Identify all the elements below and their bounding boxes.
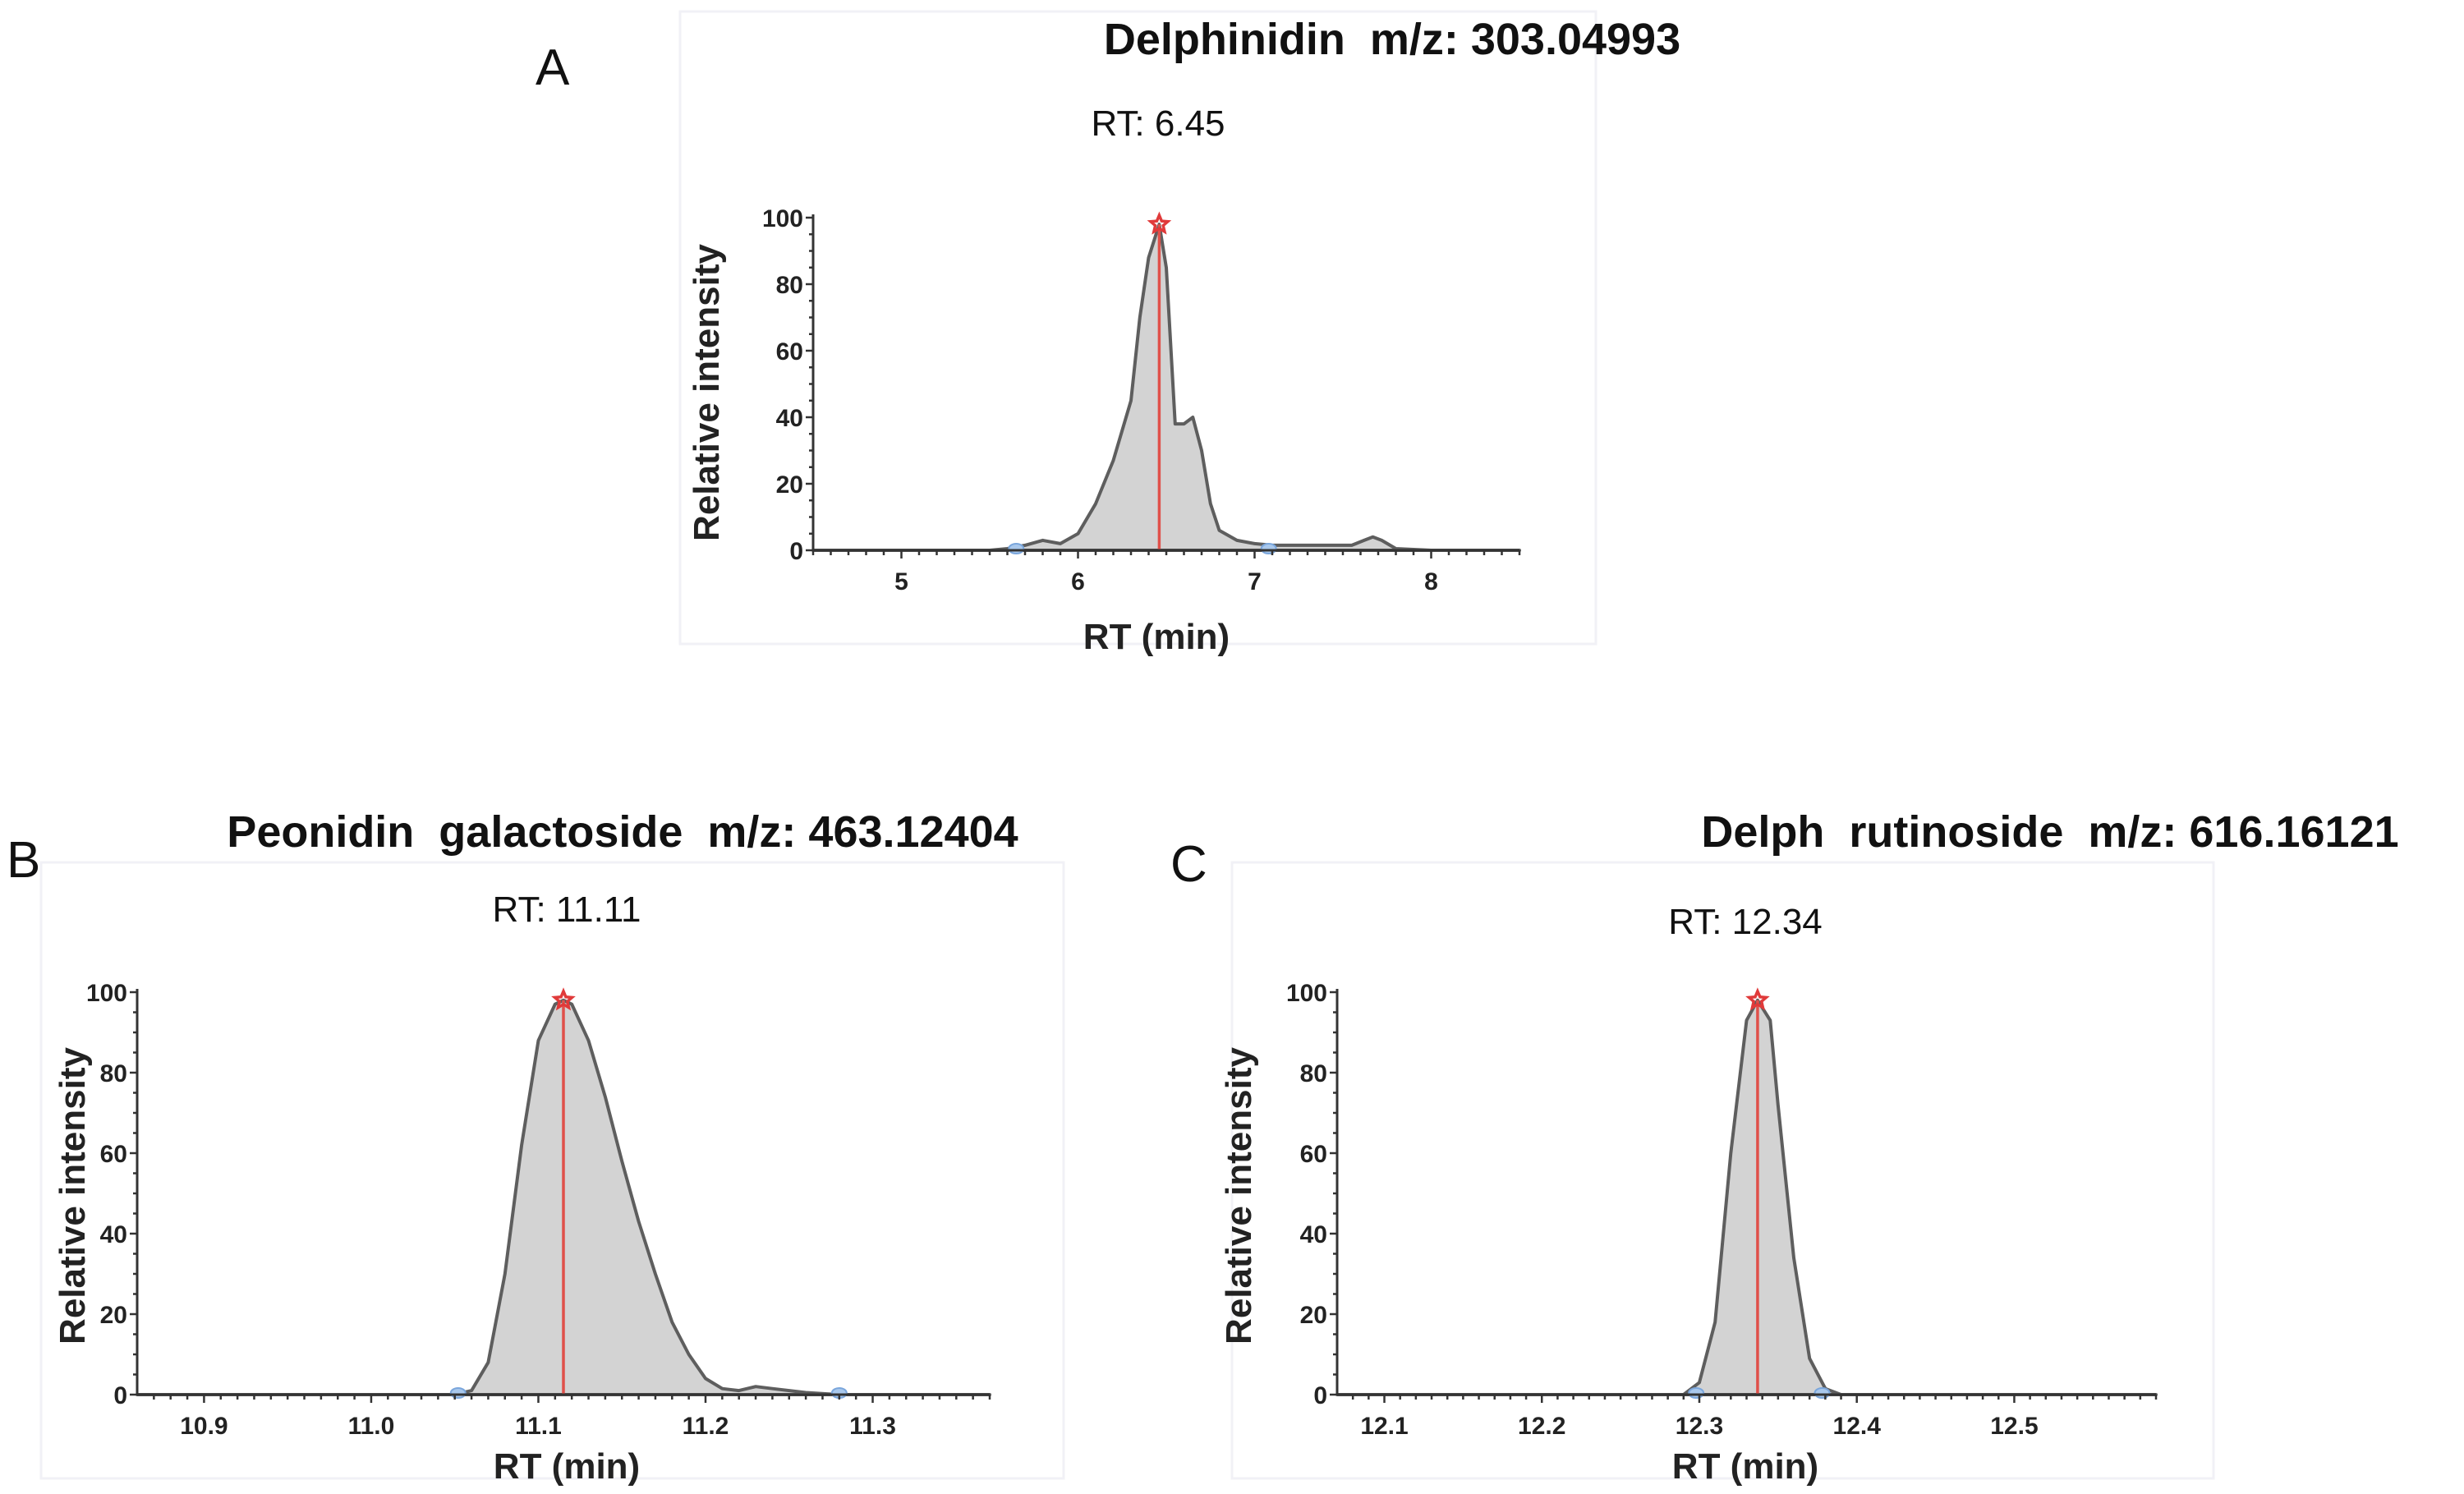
panel-c-peak-area <box>1335 998 2158 1396</box>
panel-c-rt-label: RT: 12.34 <box>1668 902 1823 942</box>
panel-c-y-tick-label: 20 <box>1300 1302 1327 1329</box>
panel-b-apex-marker <box>551 987 576 1011</box>
panel-c-apex-marker <box>1745 987 1770 1011</box>
panel-a-peak-area <box>811 223 1521 552</box>
panel-b: B Peonidin galactoside m/z: 463.12404 RT… <box>7 807 1065 1487</box>
panel-b-y-tick-label: 60 <box>100 1141 127 1168</box>
panel-b-y-tick-label: 100 <box>86 980 127 1007</box>
panel-c-ylabel: Relative intensity <box>1219 1047 1259 1345</box>
panel-c-boundary-marker-end <box>1814 1387 1831 1399</box>
panel-a-apex-marker <box>1147 211 1172 235</box>
panel-a-boundary-marker-end <box>1260 543 1277 554</box>
panel-a-x-tick-label: 8 <box>1424 568 1438 595</box>
panel-b-y-tick-label: 0 <box>113 1382 127 1409</box>
panel-b-x-tick-label: 11.2 <box>683 1413 729 1440</box>
panel-c-y-tick-label: 100 <box>1286 980 1327 1007</box>
panel-b-x-tick-label: 11.3 <box>849 1413 896 1440</box>
panel-c-x-tick-label: 12.5 <box>1990 1413 2038 1440</box>
panel-b-title: Peonidin galactoside m/z: 463.12404 <box>227 807 1018 857</box>
panel-a-letter: A <box>536 39 570 96</box>
panel-c-y-tick-label: 0 <box>1313 1382 1327 1409</box>
panel-a-y-tick-label: 80 <box>776 272 803 299</box>
panel-c-x-tick-label: 12.1 <box>1360 1413 1408 1440</box>
panel-a-xlabel: RT (min) <box>1083 617 1230 657</box>
panel-a-y-tick-label: 100 <box>762 205 803 232</box>
panel-b-xlabel: RT (min) <box>494 1446 640 1487</box>
panel-c-x-tick-label: 12.4 <box>1833 1413 1882 1440</box>
panel-a-x-tick-label: 6 <box>1071 568 1085 595</box>
panel-a-plot: 0 20 40 60 80 100 5 6 7 8 <box>762 205 1521 595</box>
panel-b-y-tick-label: 40 <box>100 1221 127 1248</box>
panel-c-x-tick-label: 12.2 <box>1518 1413 1565 1440</box>
panel-a-y-tick-label: 40 <box>776 405 803 432</box>
panel-b-rt-label: RT: 11.11 <box>492 890 641 930</box>
panel-b-plot: 0 20 40 60 80 100 10.9 11.0 11.1 11.2 11.3 <box>86 980 991 1440</box>
panel-b-x-tick-label: 11.1 <box>515 1413 562 1440</box>
panel-b-boundary-marker-start <box>449 1387 467 1399</box>
panel-b-ylabel: Relative intensity <box>53 1047 93 1345</box>
panel-a: A Delphinidin m/z: 303.04993 RT: 6.45 0 2… <box>536 10 1680 657</box>
panel-b-x-tick-label: 11.0 <box>348 1413 395 1440</box>
panel-c-y-tick-label: 40 <box>1300 1221 1327 1248</box>
panel-b-frame <box>39 861 1065 1480</box>
panel-a-y-tick-label: 20 <box>776 471 803 499</box>
panel-a-title: Delphinidin m/z: 303.04993 <box>1104 15 1680 64</box>
panel-c-letter: C <box>1170 836 1207 893</box>
panel-a-y-tick-label: 0 <box>789 538 803 565</box>
panel-b-y-tick-label: 80 <box>100 1060 127 1087</box>
panel-c-x-tick-label: 12.3 <box>1676 1413 1723 1440</box>
panel-b-y-tick-label: 20 <box>100 1302 127 1329</box>
panel-c-boundary-marker-start <box>1688 1387 1705 1399</box>
panel-a-y-tick-label: 60 <box>776 338 803 365</box>
panel-c-y-tick-label: 60 <box>1300 1141 1327 1168</box>
panel-a-ylabel: Relative intensity <box>687 244 727 541</box>
panel-b-letter: B <box>7 832 40 889</box>
panel-a-frame <box>678 10 1597 646</box>
panel-a-rt-label: RT: 6.45 <box>1091 103 1225 144</box>
panel-c-frame <box>1230 861 2215 1480</box>
panel-c: C Delph rutinoside m/z: 616.16121 RT: 12… <box>1170 807 2399 1487</box>
panel-c-y-tick-label: 80 <box>1300 1060 1327 1087</box>
panel-a-boundary-marker-start <box>1008 543 1025 554</box>
panel-b-x-tick-label: 10.9 <box>180 1413 228 1440</box>
panel-c-plot: 0 20 40 60 80 100 12.1 12.2 12.3 12.4 12.5 <box>1286 980 2158 1440</box>
panel-a-x-tick-label: 7 <box>1248 568 1262 595</box>
panel-c-xlabel: RT (min) <box>1672 1446 1818 1487</box>
panel-c-title: Delph rutinoside m/z: 616.16121 <box>1701 807 2398 857</box>
panel-a-x-tick-label: 5 <box>894 568 908 595</box>
